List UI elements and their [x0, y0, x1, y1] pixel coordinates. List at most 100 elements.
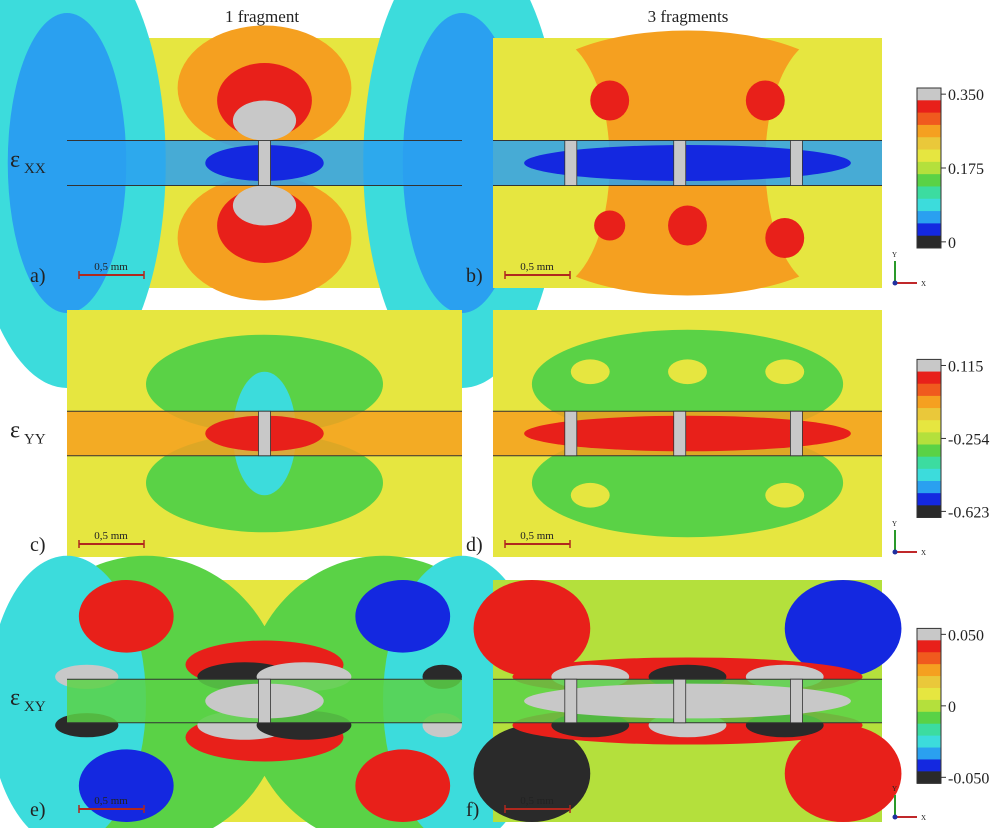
- contour: [668, 205, 707, 246]
- contour: [355, 749, 451, 822]
- row-symbol: ε: [10, 685, 20, 711]
- contour: [531, 30, 844, 156]
- row-subscript: YY: [24, 432, 46, 448]
- colorbar-label: 0: [948, 699, 956, 716]
- colorbar-band: [917, 505, 941, 518]
- colorbar-band: [917, 711, 941, 725]
- contour: [232, 100, 297, 141]
- colorbar-band: [917, 687, 941, 701]
- colorbar-band: [917, 723, 941, 737]
- colorbar-band: [917, 211, 941, 224]
- colorbar-band: [917, 124, 941, 138]
- panel-label: e): [30, 799, 46, 821]
- contour-plot: [67, 310, 462, 557]
- colorbar-label: -0.254: [948, 431, 989, 448]
- colorbar-band: [917, 699, 941, 713]
- contour: [765, 359, 805, 385]
- colorbar-band: [917, 223, 941, 237]
- y-axis-label: Y: [892, 520, 897, 528]
- contour: [473, 725, 591, 822]
- colorbar-band: [917, 359, 941, 373]
- contour-plot: [0, 555, 541, 833]
- scale-bar-label: 0,5 mm: [94, 261, 128, 273]
- contour: [745, 80, 785, 121]
- row-subscript: XX: [24, 161, 46, 177]
- colorbar-band: [917, 174, 941, 187]
- colorbar-band: [917, 198, 941, 212]
- colorbar-band: [917, 137, 941, 151]
- contour: [594, 210, 626, 241]
- scale-bar-label: 0,5 mm: [94, 530, 128, 542]
- colorbar-band: [917, 771, 941, 784]
- colorbar-band: [917, 420, 941, 433]
- axis-origin: [892, 280, 898, 286]
- scale-bar-label: 0,5 mm: [520, 261, 554, 273]
- colorbar-band: [917, 383, 941, 397]
- colorbar-label: -0.050: [948, 770, 989, 787]
- colorbar-band: [917, 100, 941, 114]
- colorbar-band: [917, 235, 941, 249]
- axis-origin: [892, 814, 898, 820]
- contour: [355, 580, 451, 653]
- colorbar-band: [917, 640, 941, 653]
- panel-label: c): [30, 534, 46, 556]
- contour-plot: [492, 30, 883, 296]
- colorbar-label: 0.050: [948, 627, 984, 644]
- fragment-gap: [564, 410, 578, 457]
- x-axis-label: X: [921, 280, 926, 288]
- colorbar-band: [917, 395, 941, 409]
- panel-label: b): [466, 265, 483, 287]
- contour: [570, 359, 610, 385]
- contour: [570, 482, 610, 508]
- contour-plot: [493, 310, 882, 557]
- colorbar-band: [917, 676, 941, 689]
- fiber-core: [524, 145, 851, 181]
- colorbar-band: [917, 88, 941, 101]
- fragment-gap: [258, 410, 271, 457]
- colorbar-band: [917, 759, 941, 772]
- row-subscript: XY: [24, 699, 46, 715]
- contour: [765, 218, 805, 258]
- contour-plot: [473, 580, 902, 822]
- fiber-core: [524, 683, 851, 719]
- scale-bar-label: 0,5 mm: [520, 530, 554, 542]
- fragment-gap: [258, 140, 271, 186]
- colorbar-band: [917, 628, 941, 641]
- colorbar-band: [917, 371, 941, 385]
- colorbar-band: [917, 652, 941, 665]
- contour: [668, 359, 707, 385]
- contour: [78, 749, 174, 822]
- y-axis-label: Y: [892, 251, 897, 259]
- contour-plot: [0, 0, 561, 388]
- axis-origin: [892, 549, 898, 555]
- fragment-gap: [673, 140, 687, 186]
- scale-bar-label: 0,5 mm: [94, 795, 128, 807]
- contour: [765, 482, 805, 508]
- fiber-core: [524, 415, 851, 452]
- contour: [473, 580, 591, 677]
- colorbar-band: [917, 161, 941, 175]
- fragment-gap: [790, 678, 803, 724]
- x-axis-label: X: [921, 814, 926, 822]
- x-axis-label: X: [921, 549, 926, 557]
- fragment-gap: [673, 410, 687, 457]
- row-symbol: ε: [10, 147, 20, 173]
- colorbar-band: [917, 408, 941, 421]
- contour: [784, 580, 902, 677]
- colorbar-band: [917, 735, 941, 749]
- colorbar-band: [917, 468, 941, 482]
- colorbar-label: 0.350: [948, 87, 984, 104]
- colorbar-band: [917, 432, 941, 446]
- fragment-gap: [790, 140, 803, 186]
- scale-bar-label: 0,5 mm: [520, 795, 554, 807]
- contour: [78, 580, 174, 653]
- colorbar-band: [917, 493, 941, 506]
- colorbar-band: [917, 481, 941, 494]
- contour: [232, 185, 297, 226]
- contour: [784, 725, 902, 822]
- panel-label: a): [30, 265, 46, 287]
- contour: [590, 80, 630, 121]
- row-symbol: ε: [10, 418, 20, 444]
- panel-label: f): [466, 799, 479, 821]
